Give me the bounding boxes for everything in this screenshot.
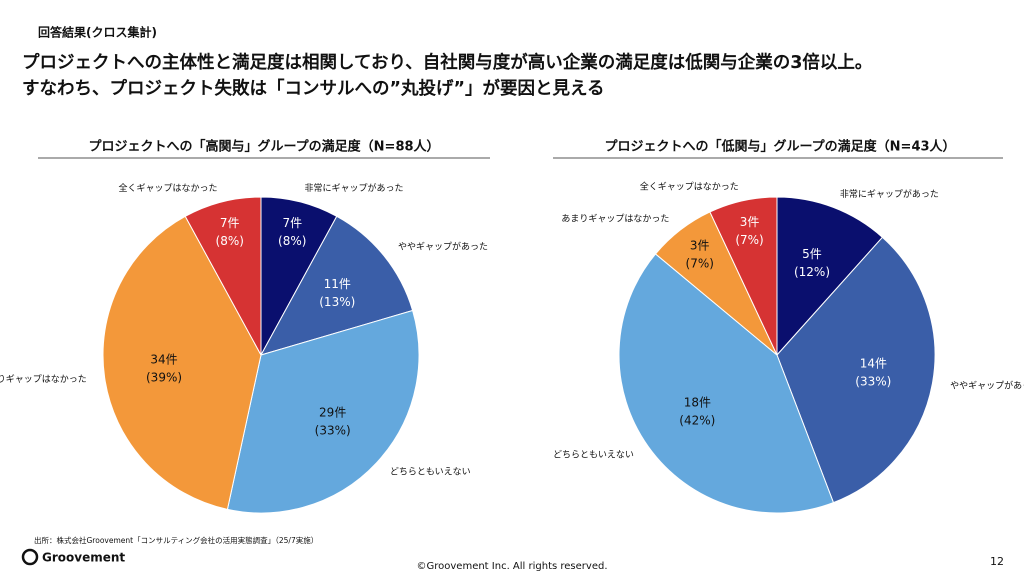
category-label: 非常にギャップがあった [305,182,404,194]
pie-slice [776,196,884,357]
value-label: 3件 [690,238,710,252]
category-label: 全くギャップはなかった [118,182,217,194]
percent-label: (42%) [679,413,715,427]
value-label: 7件 [220,216,240,230]
pie-slice [776,236,936,504]
pie-slice [259,215,414,356]
category-label: 全くギャップはなかった [640,181,739,193]
value-label: 34件 [150,352,177,366]
category-label: あまりギャップはなかった [561,213,669,224]
category-label: どちらともいえない [390,467,471,478]
category-label: ややギャップがあった [398,241,488,253]
value-label: 14件 [860,356,887,370]
category-label: ややギャップがあった [950,380,1024,392]
value-label: 11件 [324,277,351,291]
percent-label: (39%) [146,370,182,384]
pie-slice [709,196,778,356]
source: 出所：株式会社Groovement「コンサルティング会社の活用実態調査」（25/… [34,535,318,545]
percent-label: (13%) [319,295,355,309]
percent-label: (8%) [278,234,306,248]
headline: プロジェクトへの主体性と満足度は相関しており、自社関与度が高い企業の満足度は低関… [22,52,872,73]
chart-title: プロジェクトへの「低関与」グループの満足度（N=43人） [604,139,955,155]
percent-label: (33%) [855,374,891,388]
percent-label: (33%) [315,423,351,437]
pie-slice [184,196,262,356]
value-label: 29件 [319,405,346,419]
percent-label: (7%) [735,233,763,247]
chart-title: プロジェクトへの「高関与」グループの満足度（N=88人） [88,139,439,155]
category-label: どちらともいえない [553,450,634,461]
logo: Groovement [42,551,125,565]
value-label: 3件 [740,215,760,229]
pie-slice [102,215,262,510]
page-number: 12 [990,555,1004,568]
category-label: 非常にギャップがあった [840,188,939,200]
copyright: ©Groovement Inc. All rights reserved. [417,561,608,572]
section-label: 回答結果(クロス集計) [38,25,157,40]
pie-slice [226,309,420,514]
logo-mark [21,548,39,566]
value-label: 18件 [684,395,711,409]
value-label: 5件 [802,247,822,261]
headline: すなわち、プロジェクト失敗は「コンサルへの”丸投げ”」が要因と見える [22,78,604,99]
percent-label: (12%) [794,265,830,279]
percent-label: (7%) [686,256,714,270]
value-label: 7件 [282,216,302,230]
percent-label: (8%) [216,234,244,248]
category-label: あまりギャップはなかった [0,374,87,385]
pie-slice [618,253,835,514]
